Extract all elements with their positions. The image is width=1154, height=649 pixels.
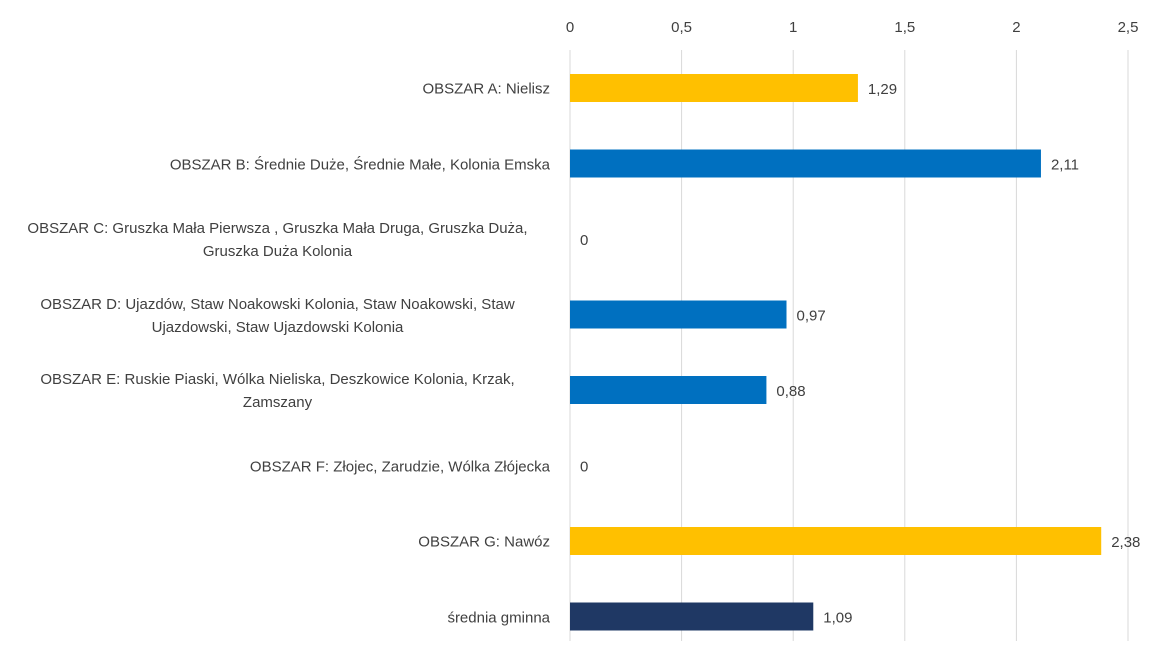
value-label: 0,88 bbox=[776, 383, 805, 400]
bar bbox=[570, 376, 767, 404]
bar bbox=[570, 74, 858, 102]
x-tick-label: 1,5 bbox=[894, 19, 915, 36]
value-label: 0 bbox=[580, 458, 588, 475]
x-tick-label: 2 bbox=[1012, 19, 1020, 36]
bar bbox=[570, 149, 1041, 178]
bar bbox=[570, 527, 1102, 555]
category-label: OBSZAR G: Nawóz bbox=[418, 533, 550, 551]
category-label: OBSZAR B: Średnie Duże, Średnie Małe, Ko… bbox=[169, 156, 550, 173]
category-label: OBSZAR D: Ujazdów, Staw Noakowski Koloni… bbox=[40, 295, 515, 336]
category-label: OBSZAR A: Nielisz bbox=[422, 80, 550, 98]
x-tick-label: 1 bbox=[789, 19, 797, 36]
x-tick-label: 0,5 bbox=[671, 19, 692, 36]
x-tick-label: 0 bbox=[566, 19, 574, 36]
x-tick-label: 2,5 bbox=[1118, 19, 1139, 36]
category-label: OBSZAR C: Gruszka Mała Pierwsza , Gruszk… bbox=[27, 220, 528, 260]
value-label: 1,29 bbox=[868, 81, 897, 98]
category-label: OBSZAR E: Ruskie Piaski, Wólka Nieliska,… bbox=[40, 371, 515, 411]
value-label: 2,38 bbox=[1111, 534, 1140, 551]
value-label: 0,97 bbox=[797, 307, 826, 324]
category-label: średnia gminna bbox=[447, 609, 550, 626]
value-label: 1,09 bbox=[823, 609, 852, 626]
category-label: OBSZAR F: Złojec, Zarudzie, Wólka Złójec… bbox=[249, 458, 550, 475]
bar bbox=[570, 602, 814, 631]
value-label: 2,11 bbox=[1051, 156, 1079, 173]
bar bbox=[570, 300, 787, 329]
value-label: 0 bbox=[580, 232, 588, 249]
